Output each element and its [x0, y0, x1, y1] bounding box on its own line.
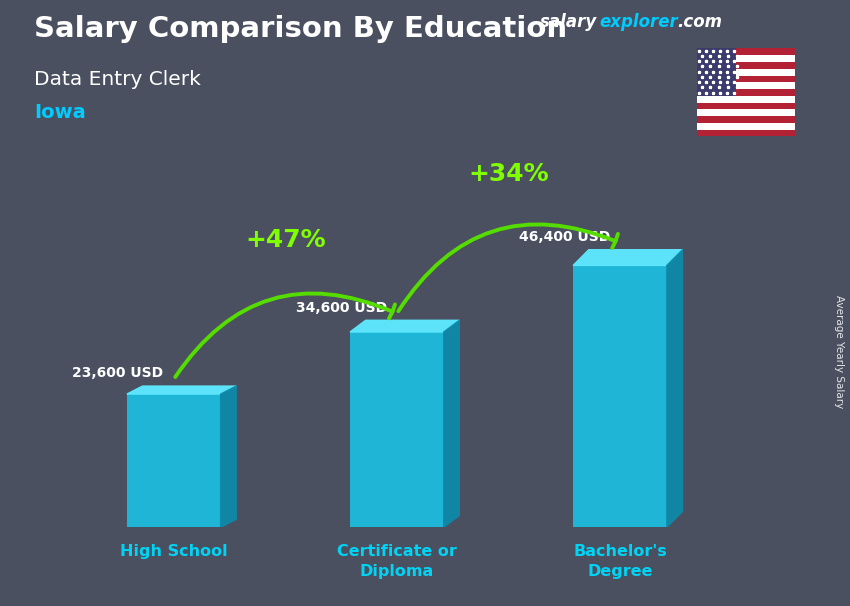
Bar [697, 130, 795, 136]
Polygon shape [127, 386, 236, 394]
Text: 46,400 USD: 46,400 USD [518, 230, 609, 244]
Text: Data Entry Clerk: Data Entry Clerk [34, 70, 201, 88]
Text: Average Yearly Salary: Average Yearly Salary [834, 295, 844, 408]
Text: +34%: +34% [468, 162, 549, 186]
Text: 34,600 USD: 34,600 USD [296, 301, 387, 315]
Bar [697, 48, 795, 55]
Bar [697, 102, 795, 109]
Bar [127, 394, 220, 527]
Bar [350, 332, 444, 527]
Polygon shape [444, 321, 459, 527]
Polygon shape [666, 250, 683, 527]
Text: explorer: explorer [599, 13, 678, 32]
Polygon shape [220, 386, 236, 527]
Bar [697, 68, 795, 76]
Bar [697, 123, 795, 130]
Text: +47%: +47% [245, 228, 326, 252]
Bar [697, 48, 736, 96]
Text: Salary Comparison By Education: Salary Comparison By Education [34, 15, 567, 43]
Bar [697, 89, 795, 96]
Bar [697, 116, 795, 123]
Bar [697, 55, 795, 62]
Bar [697, 62, 795, 68]
Text: .com: .com [677, 13, 722, 32]
Text: 23,600 USD: 23,600 USD [72, 367, 163, 381]
Bar [697, 96, 795, 102]
Text: salary: salary [540, 13, 597, 32]
Polygon shape [573, 250, 683, 265]
Text: Iowa: Iowa [34, 103, 86, 122]
Polygon shape [350, 321, 459, 332]
Bar [697, 76, 795, 82]
Bar [573, 265, 666, 527]
Bar [697, 109, 795, 116]
Bar [697, 82, 795, 89]
